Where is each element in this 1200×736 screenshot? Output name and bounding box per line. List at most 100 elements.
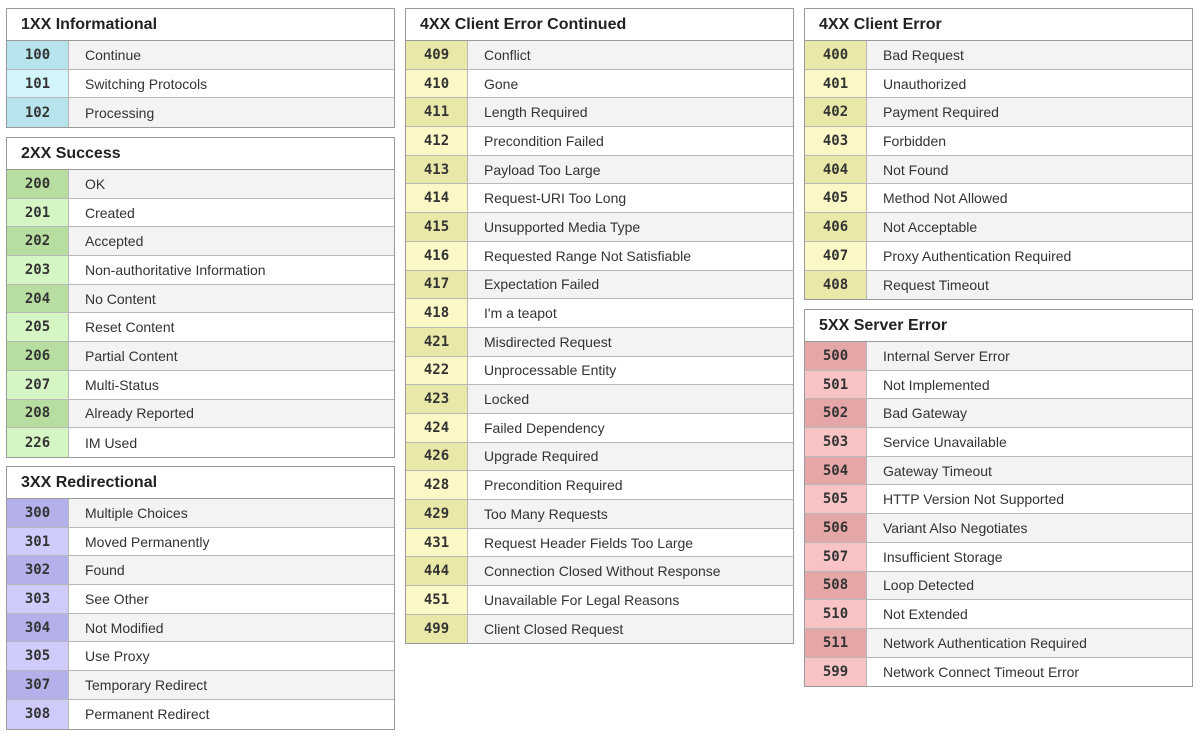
status-description: Internal Server Error bbox=[867, 342, 1192, 370]
status-description: Switching Protocols bbox=[69, 69, 394, 98]
status-row: 203 Non-authoritative Information bbox=[7, 256, 394, 285]
panel-1xx-informational: 1XX Informational 100 Continue 101 Switchin… bbox=[6, 8, 395, 129]
status-description: See Other bbox=[69, 585, 394, 613]
status-code: 301 bbox=[7, 527, 69, 556]
status-code: 300 bbox=[7, 499, 69, 527]
status-code: 422 bbox=[406, 356, 468, 385]
status-code: 413 bbox=[406, 155, 468, 184]
status-row: 202 Accepted bbox=[7, 227, 394, 257]
status-description: Client Closed Request bbox=[468, 614, 793, 644]
status-description: Gateway Timeout bbox=[867, 456, 1192, 485]
panel-title: 2XX Success bbox=[7, 138, 394, 170]
status-description: Misdirected Request bbox=[468, 327, 793, 356]
status-code: 202 bbox=[7, 227, 69, 256]
status-row: 599 Network Connect Timeout Error bbox=[805, 657, 1192, 687]
status-row: 426 Upgrade Required bbox=[406, 442, 793, 472]
status-rows: 300 Multiple Choices 301 Moved Permanently 3… bbox=[7, 499, 394, 729]
status-row: 504 Gateway Timeout bbox=[805, 456, 1192, 486]
status-code: 100 bbox=[7, 41, 69, 69]
status-description: Not Found bbox=[867, 155, 1192, 184]
status-description: Variant Also Negotiates bbox=[867, 514, 1192, 542]
status-code: 205 bbox=[7, 313, 69, 342]
status-description: Precondition Required bbox=[468, 471, 793, 499]
status-description: Moved Permanently bbox=[69, 527, 394, 556]
status-code: 405 bbox=[805, 184, 867, 213]
status-code: 307 bbox=[7, 671, 69, 699]
panel-title: 1XX Informational bbox=[7, 9, 394, 41]
status-code: 302 bbox=[7, 556, 69, 585]
status-code: 505 bbox=[805, 485, 867, 514]
status-description: Too Many Requests bbox=[468, 500, 793, 528]
status-code: 426 bbox=[406, 442, 468, 471]
status-description: Gone bbox=[468, 69, 793, 98]
status-description: Proxy Authentication Required bbox=[867, 241, 1192, 270]
status-row: 403 Forbidden bbox=[805, 127, 1192, 156]
status-code: 421 bbox=[406, 327, 468, 356]
status-row: 301 Moved Permanently bbox=[7, 527, 394, 557]
status-description: OK bbox=[69, 170, 394, 198]
status-code: 451 bbox=[406, 586, 468, 614]
status-description: Request Timeout bbox=[867, 270, 1192, 300]
status-code: 303 bbox=[7, 585, 69, 613]
status-row: 501 Not Implemented bbox=[805, 370, 1192, 400]
status-description: HTTP Version Not Supported bbox=[867, 485, 1192, 514]
status-row: 444 Connection Closed Without Response bbox=[406, 557, 793, 587]
status-code: 208 bbox=[7, 399, 69, 428]
status-code: 500 bbox=[805, 342, 867, 370]
status-description: Multi-Status bbox=[69, 370, 394, 399]
status-row: 507 Insufficient Storage bbox=[805, 542, 1192, 572]
status-description: I'm a teapot bbox=[468, 299, 793, 327]
status-row: 428 Precondition Required bbox=[406, 471, 793, 500]
status-code: 501 bbox=[805, 370, 867, 399]
status-code: 431 bbox=[406, 528, 468, 557]
status-code: 400 bbox=[805, 41, 867, 69]
status-code: 508 bbox=[805, 571, 867, 600]
status-description: Request Header Fields Too Large bbox=[468, 528, 793, 557]
status-rows: 200 OK 201 Created 202 Accepted 203 Non-authori… bbox=[7, 170, 394, 457]
status-row: 407 Proxy Authentication Required bbox=[805, 241, 1192, 271]
status-description: Locked bbox=[468, 385, 793, 413]
status-row: 200 OK bbox=[7, 170, 394, 199]
status-row: 402 Payment Required bbox=[805, 98, 1192, 128]
status-row: 503 Service Unavailable bbox=[805, 428, 1192, 457]
status-code: 507 bbox=[805, 542, 867, 571]
status-code: 411 bbox=[406, 98, 468, 127]
status-row: 505 HTTP Version Not Supported bbox=[805, 485, 1192, 515]
status-description: Failed Dependency bbox=[468, 413, 793, 442]
status-description: Method Not Allowed bbox=[867, 184, 1192, 213]
status-row: 404 Not Found bbox=[805, 155, 1192, 185]
status-description: Service Unavailable bbox=[867, 428, 1192, 456]
status-row: 300 Multiple Choices bbox=[7, 499, 394, 528]
status-description: Partial Content bbox=[69, 342, 394, 370]
status-description: Unsupported Media Type bbox=[468, 213, 793, 241]
status-code: 101 bbox=[7, 69, 69, 98]
status-row: 204 No Content bbox=[7, 284, 394, 314]
status-description: Created bbox=[69, 198, 394, 227]
status-code: 304 bbox=[7, 613, 69, 642]
status-code: 599 bbox=[805, 657, 867, 687]
status-code: 424 bbox=[406, 413, 468, 442]
status-description: Insufficient Storage bbox=[867, 542, 1192, 571]
panel-5xx-server-error: 5XX Server Error 500 Internal Server Erro… bbox=[804, 309, 1193, 688]
status-code: 503 bbox=[805, 428, 867, 456]
status-row: 226 IM Used bbox=[7, 428, 394, 457]
status-code: 226 bbox=[7, 428, 69, 457]
status-description: Network Authentication Required bbox=[867, 628, 1192, 657]
status-code: 206 bbox=[7, 342, 69, 370]
status-description: IM Used bbox=[69, 428, 394, 457]
status-code: 407 bbox=[805, 241, 867, 270]
status-code: 429 bbox=[406, 500, 468, 528]
panel-3xx-redirectional: 3XX Redirectional 300 Multiple Choices 301… bbox=[6, 466, 395, 730]
status-row: 101 Switching Protocols bbox=[7, 69, 394, 99]
status-description: Unauthorized bbox=[867, 69, 1192, 98]
status-code: 417 bbox=[406, 270, 468, 299]
status-row: 431 Request Header Fields Too Large bbox=[406, 528, 793, 558]
status-description: Already Reported bbox=[69, 399, 394, 428]
status-row: 413 Payload Too Large bbox=[406, 155, 793, 185]
status-code: 305 bbox=[7, 642, 69, 671]
status-code: 404 bbox=[805, 155, 867, 184]
status-description: Not Extended bbox=[867, 600, 1192, 628]
status-description: Conflict bbox=[468, 41, 793, 69]
panel-title: 5XX Server Error bbox=[805, 310, 1192, 342]
status-row: 100 Continue bbox=[7, 41, 394, 70]
